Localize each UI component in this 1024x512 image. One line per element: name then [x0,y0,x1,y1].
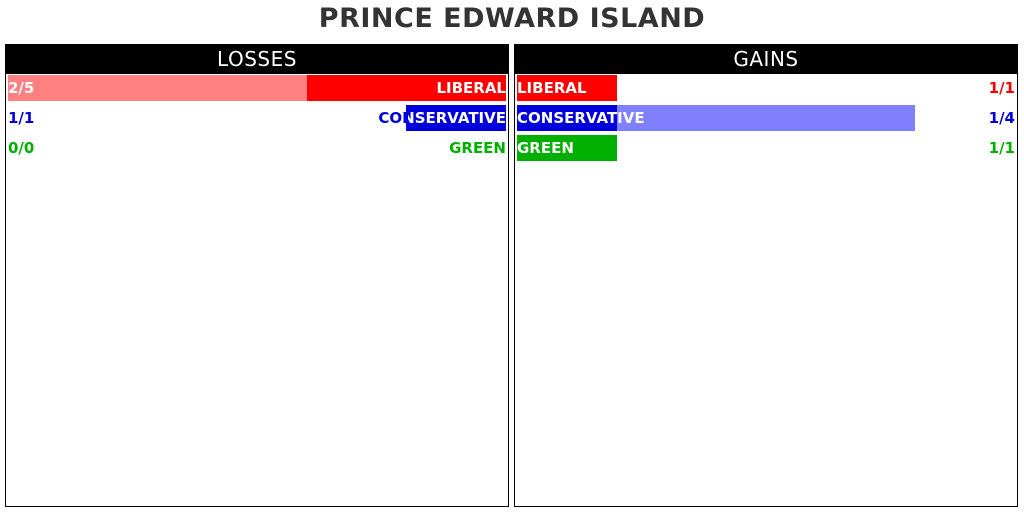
losses-chart: LIBERAL 2/5 CONSERVATIVE CONSERVATIVE 1/1 GRE… [6,74,508,506]
losses-bar-liberal [307,75,506,101]
losses-value-conservative: 1/1 [8,109,35,127]
losses-category-label-liberal: LIBERAL [436,79,506,97]
gains-panel: GAINS LIBERAL 1/1 CONSERVATIVE 1/4 GREEN 1/1 [514,44,1018,507]
gains-bar-liberal [517,75,617,101]
gains-header: GAINS [515,45,1017,74]
losses-bar-conservative [406,105,506,131]
gains-category-label-conservative: CONSERVATIVE [517,109,645,127]
losses-category-label-conservative: CONSERVATIVE [378,109,506,127]
losses-value-green: 0/0 [8,139,35,157]
losses-row-conservative: CONSERVATIVE CONSERVATIVE 1/1 [6,105,508,131]
gains-row-conservative: CONSERVATIVE 1/4 [515,105,1017,131]
gains-category-label-green: GREEN [517,139,574,157]
page-title: PRINCE EDWARD ISLAND [318,3,706,34]
losses-panel: LOSSES LIBERAL 2/5 CONSERVATIVE CONSERVATIV… [5,44,509,507]
gains-value-liberal: 1/1 [988,79,1015,97]
gains-chart: LIBERAL 1/1 CONSERVATIVE 1/4 GREEN 1/1 [515,74,1017,506]
losses-row-green: GREEN 0/0 [6,135,508,161]
gains-bar-conservative [517,105,617,131]
losses-category-label-overlay-conservative: CONSERVATIVE [378,109,506,127]
gains-value-conservative: 1/4 [988,109,1015,127]
gains-row-liberal: LIBERAL 1/1 [515,75,1017,101]
gains-value-green: 1/1 [988,139,1015,157]
losses-value-liberal: 2/5 [8,79,35,97]
gains-bar-green [517,135,617,161]
losses-row-liberal: LIBERAL 2/5 [6,75,508,101]
gains-category-label-liberal: LIBERAL [517,79,587,97]
gains-row-green: GREEN 1/1 [515,135,1017,161]
losses-category-label-green: GREEN [449,139,506,157]
losses-header: LOSSES [6,45,508,74]
